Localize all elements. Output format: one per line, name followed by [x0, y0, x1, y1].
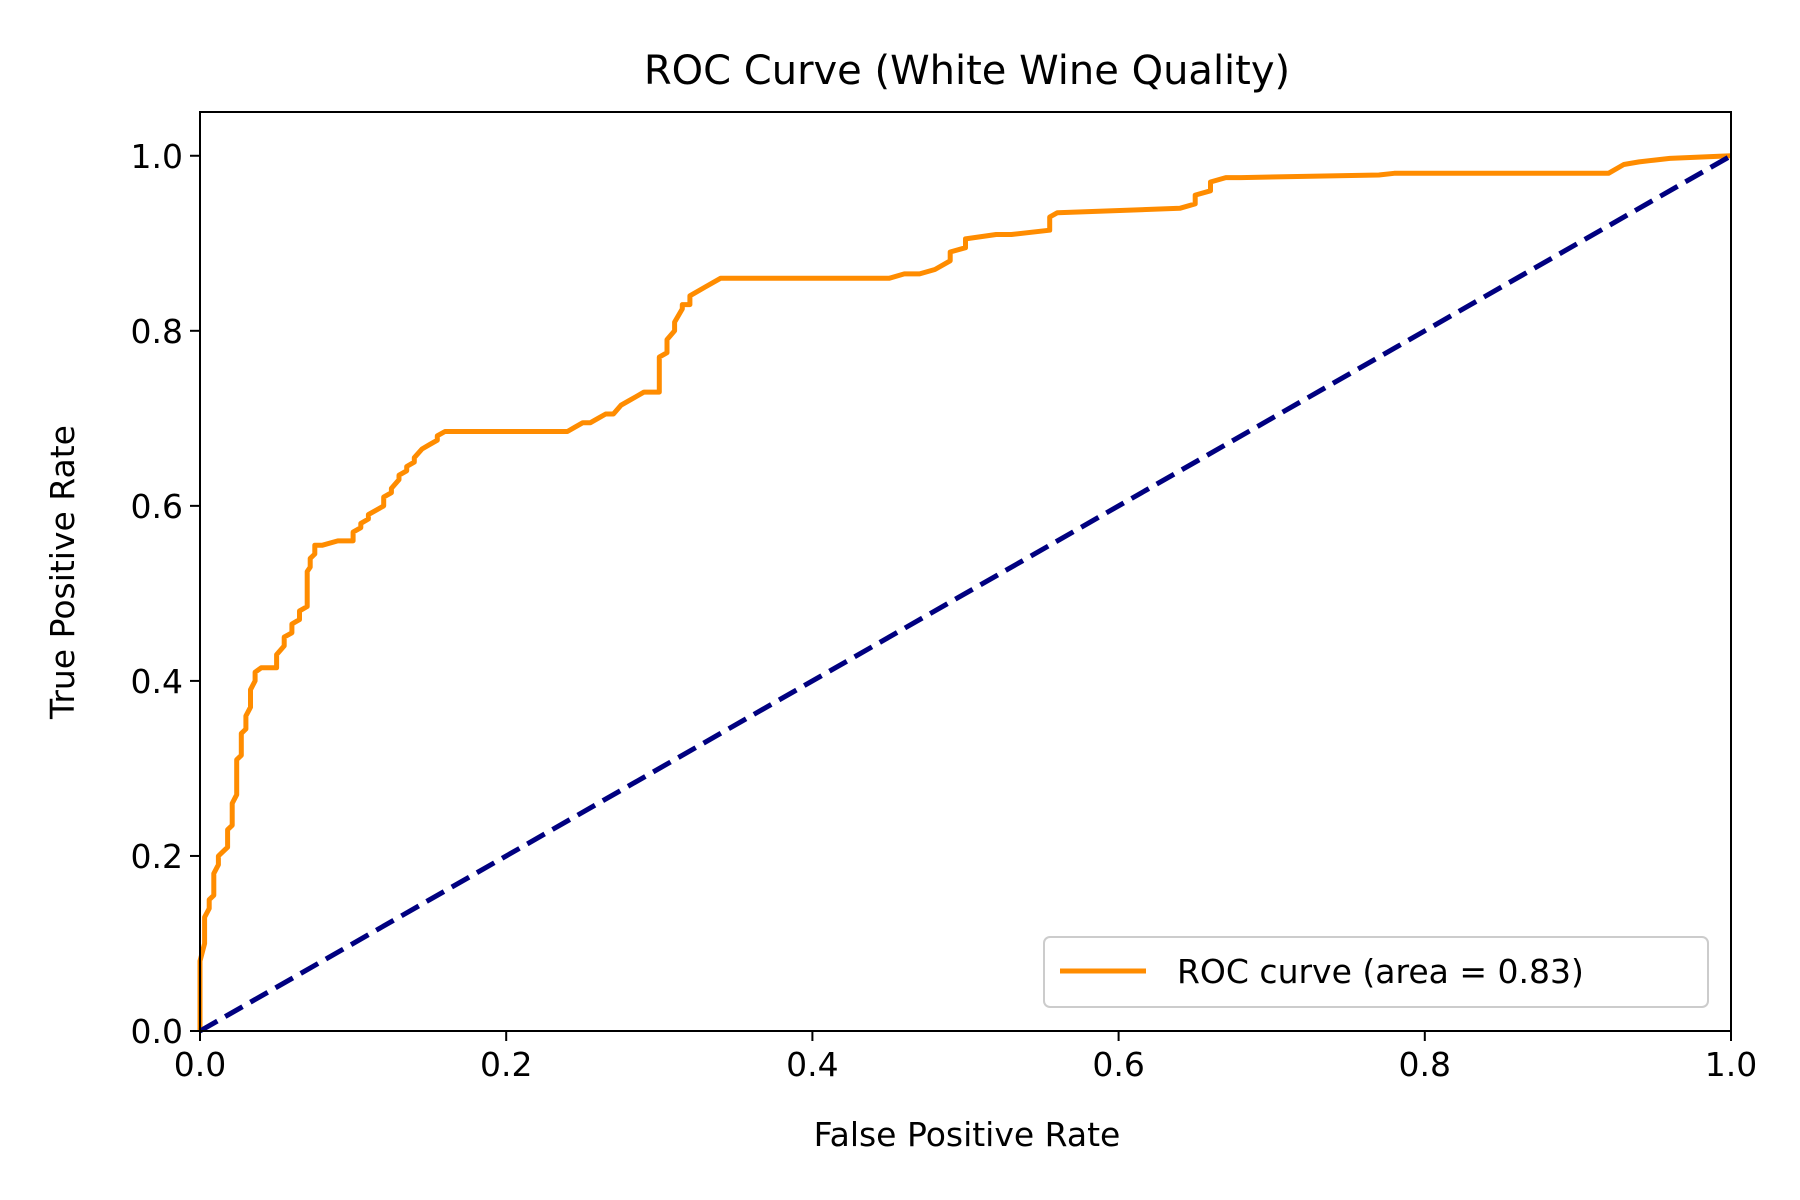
roc-curve-line: [197, 153, 1732, 1031]
x-tick-label: 0.6: [1092, 1045, 1144, 1084]
y-tick-label: 0.4: [131, 662, 183, 701]
x-tick-label: 0.2: [480, 1045, 532, 1084]
y-tick-label: 0.2: [131, 837, 183, 876]
axes-frame: [199, 111, 1732, 1032]
y-tick-label: 0.0: [131, 1012, 183, 1051]
x-tick-label: 1.0: [1705, 1045, 1757, 1084]
x-axis-label: False Positive Rate: [814, 1115, 1121, 1154]
plot-area: 0.0 0.2 0.4 0.6 0.8 1.0 0.0 0.2 0.4 0.6 0.8 1.0: [131, 111, 1757, 1084]
y-tick-label: 0.8: [131, 312, 183, 351]
x-tick-label: 0.0: [174, 1045, 226, 1084]
x-tick-label: 0.8: [1399, 1045, 1451, 1084]
chart-title: ROC Curve (White Wine Quality): [644, 48, 1290, 94]
y-tick-label: 0.6: [131, 487, 183, 526]
legend-box: [1043, 936, 1709, 1008]
y-axis-label: True Positive Rate: [43, 425, 82, 720]
x-tick-label: 0.4: [786, 1045, 838, 1084]
legend-label-roc: ROC curve (area = 0.83): [1177, 952, 1584, 991]
chance-diagonal-line: [198, 153, 1733, 1034]
legend: ROC curve (area = 0.83): [1043, 936, 1709, 1008]
y-tick-label: 1.0: [131, 137, 183, 176]
